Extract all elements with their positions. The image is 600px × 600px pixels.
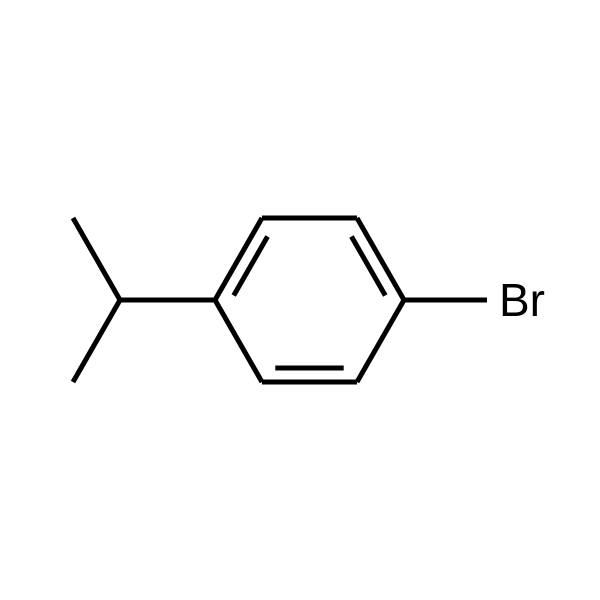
- bond: [351, 236, 385, 295]
- bond: [234, 236, 268, 295]
- molecule-diagram: Br: [0, 0, 600, 600]
- bond: [73, 300, 120, 382]
- bond: [73, 218, 120, 300]
- bond: [215, 300, 262, 382]
- bond: [357, 300, 404, 382]
- atom-label-br: Br: [499, 274, 545, 326]
